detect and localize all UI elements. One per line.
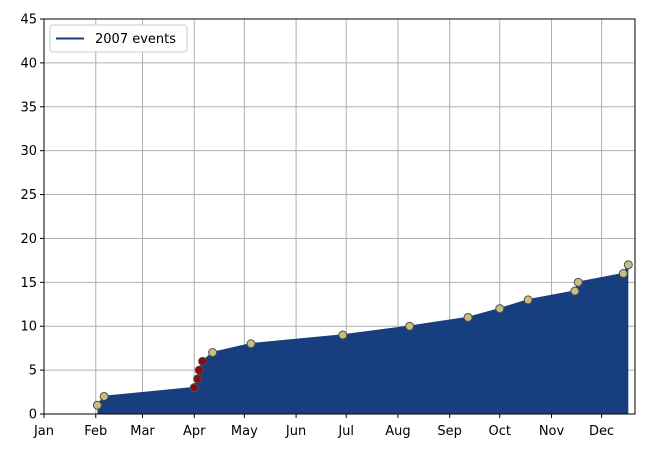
data-point	[405, 321, 415, 331]
x-tick-label: Dec	[589, 424, 614, 439]
data-point	[623, 260, 633, 270]
data-point	[573, 277, 583, 287]
x-tick-label: Oct	[489, 424, 511, 439]
x-tick-label: Aug	[385, 424, 410, 439]
y-axis-ticks: 0 5 10 15 20 25 30 35 40 45	[20, 13, 44, 423]
data-point-red	[189, 383, 199, 393]
y-tick-label: 30	[20, 144, 37, 159]
data-point-red	[198, 356, 208, 366]
x-tick-label: May	[231, 424, 258, 439]
data-point	[523, 295, 533, 305]
y-tick-label: 45	[20, 13, 37, 28]
legend-box	[49, 24, 188, 53]
y-tick-label: 0	[29, 408, 37, 423]
data-point	[463, 312, 473, 322]
y-tick-label: 5	[29, 364, 37, 379]
y-tick-label: 15	[20, 276, 37, 291]
y-tick-label: 10	[20, 320, 37, 335]
data-point	[495, 304, 505, 314]
y-tick-label: 20	[20, 232, 37, 247]
legend: 2007 events	[49, 24, 188, 53]
x-tick-label: Sep	[437, 424, 462, 439]
data-point	[246, 339, 256, 349]
x-tick-label: Apr	[183, 424, 206, 439]
area-fill	[97, 264, 629, 414]
x-tick-label: Jan	[33, 424, 54, 439]
data-point	[208, 348, 218, 358]
x-tick-label: Jul	[337, 424, 354, 439]
x-tick-label: Mar	[130, 424, 155, 439]
x-tick-label: Feb	[84, 424, 107, 439]
x-axis-ticks: Jan Feb Mar Apr May Jun Jul Aug Sep Oct Nov Dec	[33, 414, 614, 439]
data-point-red	[194, 365, 204, 375]
legend-label: 2007 events	[95, 32, 176, 47]
data-point	[570, 286, 580, 296]
x-tick-label: Nov	[539, 424, 565, 439]
plot-frame	[43, 18, 636, 415]
data-point-red	[193, 374, 203, 384]
data-point	[92, 400, 102, 410]
y-tick-label: 25	[20, 188, 37, 203]
data-point	[338, 330, 348, 340]
y-tick-label: 35	[20, 100, 37, 115]
y-tick-label: 40	[20, 56, 37, 71]
data-markers	[92, 260, 633, 410]
data-point	[99, 391, 109, 401]
area-layer	[96, 264, 629, 414]
data-point	[618, 269, 628, 279]
x-tick-label: Jun	[285, 424, 306, 439]
